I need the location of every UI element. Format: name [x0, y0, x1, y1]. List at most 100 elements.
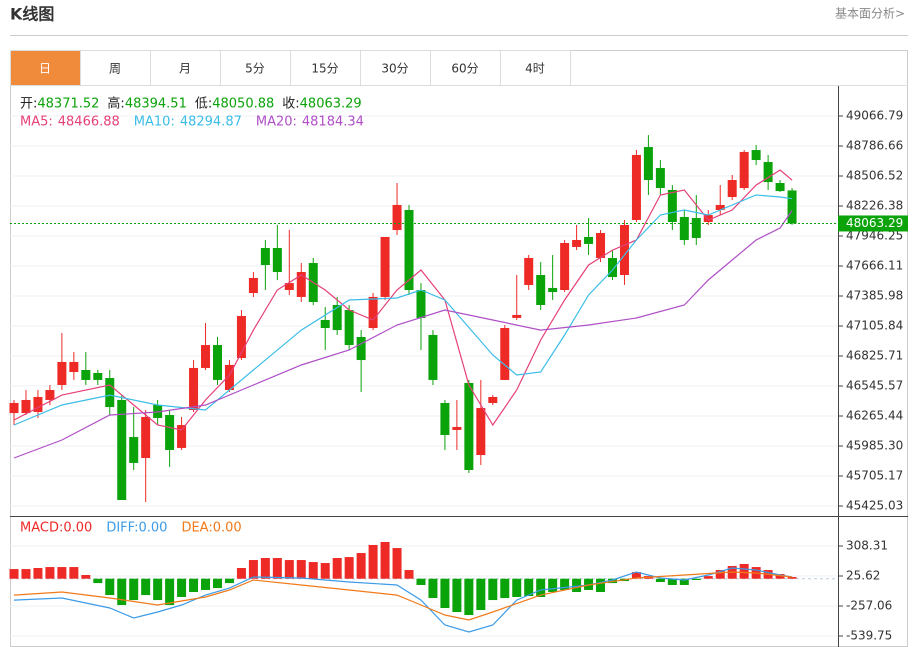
- candle-body: [236, 316, 246, 359]
- macd-bar: [775, 574, 785, 579]
- tab-label[interactable]: 60分: [451, 62, 478, 76]
- macd-bar: [500, 578, 510, 599]
- tab-label[interactable]: 月: [179, 62, 191, 76]
- tab-label[interactable]: 30分: [381, 62, 408, 76]
- legend-text: DIFF:: [106, 521, 138, 536]
- tab-label[interactable]: 周: [109, 62, 121, 76]
- legend-text: 48294.87: [180, 115, 242, 130]
- candle-body: [619, 224, 629, 276]
- macd-bar: [691, 578, 701, 580]
- macd-bar: [129, 578, 139, 601]
- candle-body: [452, 426, 462, 430]
- candle-body: [464, 382, 474, 471]
- candle-body: [392, 204, 402, 231]
- candle-body: [272, 248, 282, 273]
- y-tick-label: 25.62: [846, 569, 880, 583]
- legend-text: 收:: [282, 97, 299, 112]
- macd-bar: [428, 578, 438, 599]
- tab-label[interactable]: 4时: [525, 62, 545, 76]
- macd-bar: [356, 553, 366, 579]
- candle-body: [189, 367, 199, 411]
- macd-bar: [548, 578, 558, 592]
- legend-text: 低:: [195, 97, 212, 112]
- candle-body: [81, 369, 91, 380]
- candle-body: [93, 372, 103, 380]
- macd-bar: [93, 578, 103, 584]
- macd-bar: [236, 568, 246, 579]
- macd-bar: [81, 575, 91, 579]
- tab-label[interactable]: 15分: [311, 62, 338, 76]
- macd-bar: [45, 567, 55, 579]
- macd-bar: [9, 569, 19, 579]
- candle-body: [248, 278, 258, 293]
- legend-text: MA5:: [20, 115, 53, 130]
- macd-bar: [584, 578, 594, 590]
- tab[interactable]: [500, 50, 571, 86]
- candle-body: [344, 310, 354, 346]
- macd-bar: [320, 563, 330, 579]
- candle-body: [33, 396, 43, 412]
- y-tick-label: 45425.03: [846, 498, 903, 512]
- y-tick-label: 47946.25: [846, 229, 903, 243]
- legend-text: 0.00: [138, 521, 167, 536]
- y-tick-label: 48506.52: [846, 169, 903, 183]
- y-tick-label: 46265.44: [846, 408, 903, 422]
- macd-bar: [141, 578, 151, 596]
- candle-body: [572, 239, 582, 247]
- candle-body: [356, 337, 366, 361]
- macd-bar: [260, 558, 270, 579]
- macd-bar: [272, 558, 282, 579]
- candle-body: [775, 183, 785, 192]
- legend-text: MA10:: [134, 115, 175, 130]
- candle-body: [440, 402, 450, 435]
- candle-body: [667, 189, 677, 222]
- tab-label[interactable]: 5分: [245, 62, 265, 76]
- macd-bar: [296, 560, 306, 579]
- candle-body: [428, 334, 438, 380]
- indicator-line: [13, 571, 793, 621]
- candle-body: [57, 361, 67, 385]
- legend-text: 48050.88: [212, 97, 274, 112]
- candle-body: [45, 390, 55, 400]
- tab[interactable]: [10, 50, 81, 86]
- y-tick-label: 46825.71: [846, 348, 903, 362]
- macd-bar: [464, 578, 474, 616]
- candle-body: [488, 396, 498, 403]
- last-price-label: 48063.29: [846, 216, 903, 230]
- candle-body: [763, 162, 773, 183]
- candle-body: [380, 236, 390, 297]
- candle-body: [679, 216, 689, 240]
- candle-body: [416, 289, 426, 318]
- candle-body: [524, 257, 534, 285]
- candle-body: [296, 272, 306, 297]
- macd-bar: [368, 544, 378, 579]
- tab-label[interactable]: 日: [39, 62, 51, 76]
- candle-body: [224, 364, 234, 391]
- macd-bar: [105, 578, 115, 596]
- page-title: K线图: [10, 5, 54, 24]
- macd-bar: [655, 578, 665, 583]
- macd-bar: [284, 560, 294, 579]
- y-tick-label: 48786.66: [846, 139, 903, 153]
- macd-bar: [57, 567, 67, 579]
- fundamental-link[interactable]: 基本面分析>: [835, 7, 905, 21]
- legend-text: 48371.52: [37, 97, 99, 112]
- macd-bar: [440, 578, 450, 609]
- tab[interactable]: [290, 50, 361, 86]
- macd-bar: [512, 578, 522, 597]
- macd-bar: [524, 578, 534, 597]
- candle-body: [260, 248, 270, 266]
- macd-bar: [536, 578, 546, 597]
- macd-bar: [189, 578, 199, 592]
- candle-body: [596, 233, 606, 258]
- macd-bar: [572, 578, 582, 592]
- tab[interactable]: [80, 50, 151, 86]
- legend-text: 0.00: [213, 521, 242, 536]
- macd-bar: [153, 578, 163, 601]
- macd-bar: [560, 578, 570, 590]
- candle-body: [368, 296, 378, 329]
- macd-bar: [452, 578, 462, 613]
- candle-body: [9, 402, 19, 414]
- candle-body: [536, 275, 546, 305]
- legend-text: MACD:: [20, 521, 63, 536]
